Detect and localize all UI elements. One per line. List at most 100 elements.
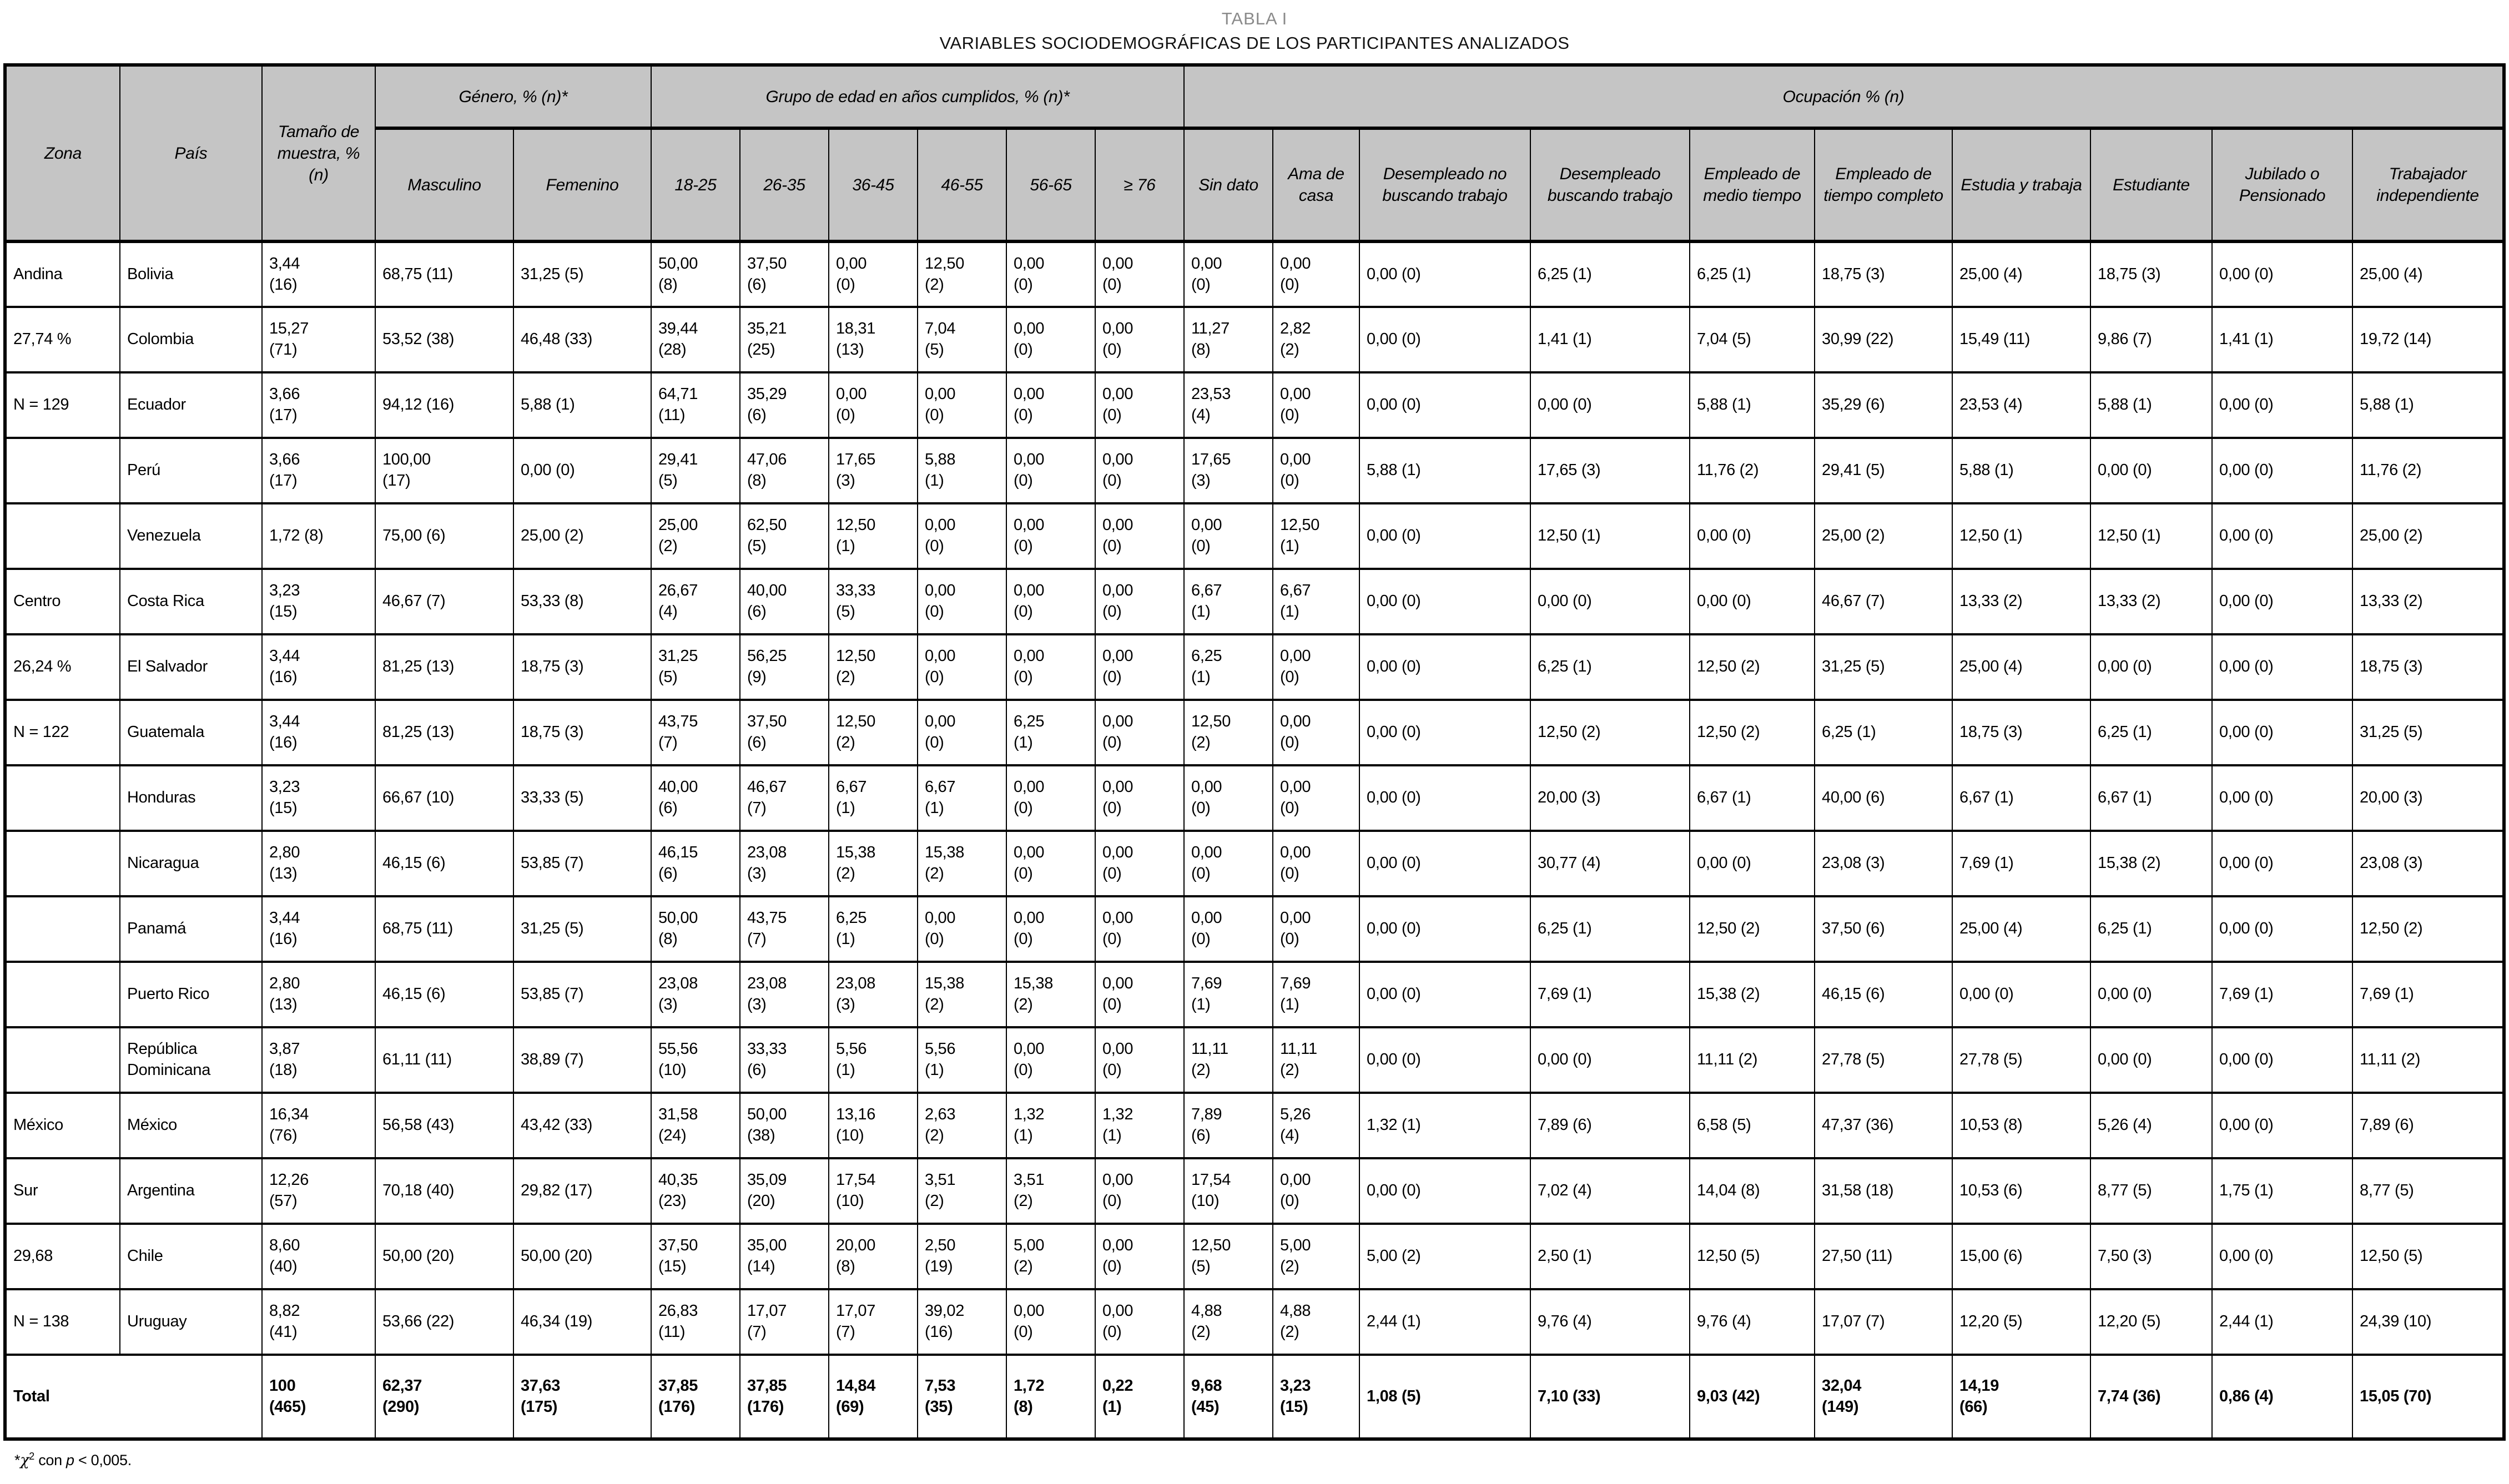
table-subtitle: VARIABLES SOCIODEMOGRÁFICAS DE LOS PARTI…	[939, 33, 1570, 53]
country-row: Honduras 3,23 (15) 66,67 (10) 33,33 (5) 40,0…	[4, 765, 2505, 831]
country-row: Andina Bolivia 3,44 (16) 68,75 (11) 31,25 (5…	[4, 241, 2505, 307]
value-cell: 3,44 (16)	[261, 699, 376, 766]
value-cell: 11,27 (8)	[1183, 306, 1273, 373]
value-cell: 47,37 (36)	[1814, 1092, 1953, 1159]
value-cell: 0,00 (0)	[1005, 437, 1096, 504]
value-cell: 7,69 (1)	[1183, 961, 1273, 1028]
value-cell: 25,00 (2)	[2351, 503, 2505, 569]
value-cell: 23,53 (4)	[1183, 372, 1273, 438]
value-cell: 0,00 (0)	[916, 634, 1007, 700]
value-cell: 46,67 (7)	[374, 568, 514, 635]
value-cell: 43,75 (7)	[650, 699, 740, 766]
value-cell: 55,56 (10)	[650, 1027, 740, 1093]
value-cell: 12,50 (2)	[828, 699, 918, 766]
value-cell: 25,00 (2)	[1814, 503, 1953, 569]
pais-cell: Panamá	[119, 896, 263, 962]
value-cell: 9,68 (45)	[1183, 1354, 1273, 1440]
value-cell: 7,69 (1)	[1530, 961, 1690, 1028]
value-cell: 18,75 (3)	[512, 699, 652, 766]
value-cell: 11,11 (2)	[1689, 1027, 1815, 1093]
value-cell: 0,00 (0)	[512, 437, 652, 504]
value-cell: 46,34 (19)	[512, 1289, 652, 1355]
value-cell: 30,99 (22)	[1814, 306, 1953, 373]
value-cell: 0,00 (0)	[1272, 634, 1360, 700]
value-cell: 12,50 (5)	[1183, 1223, 1273, 1290]
zona-cell	[4, 437, 120, 504]
value-cell: 35,29 (6)	[1814, 372, 1953, 438]
value-cell: 0,00 (0)	[1094, 1289, 1185, 1355]
value-cell: 40,35 (23)	[650, 1158, 740, 1224]
value-cell: 33,33 (5)	[512, 765, 652, 831]
value-cell: 5,26 (4)	[1272, 1092, 1360, 1159]
value-cell: 3,23 (15)	[261, 568, 376, 635]
value-cell: 31,25 (5)	[512, 241, 652, 307]
value-cell: 7,02 (4)	[1530, 1158, 1690, 1224]
value-cell: 43,75 (7)	[739, 896, 829, 962]
header-trabajador-independiente: Trabajador independiente	[2351, 128, 2505, 242]
value-cell: 6,25 (1)	[1005, 699, 1096, 766]
value-cell: 0,00 (0)	[2090, 437, 2213, 504]
value-cell: 4,88 (2)	[1272, 1289, 1360, 1355]
value-cell: 6,25 (1)	[1183, 634, 1273, 700]
value-cell: 0,00 (0)	[1272, 241, 1360, 307]
value-cell: 18,75 (3)	[1952, 699, 2091, 766]
value-cell: 0,00 (0)	[1530, 1027, 1690, 1093]
value-cell: 31,25 (5)	[512, 896, 652, 962]
value-cell: 40,00 (6)	[650, 765, 740, 831]
table-number-title: TABLA I	[1221, 9, 1288, 28]
value-cell: 23,08 (3)	[650, 961, 740, 1028]
value-cell: 25,00 (4)	[1952, 241, 2091, 307]
value-cell: 38,89 (7)	[512, 1027, 652, 1093]
table-body: Andina Bolivia 3,44 (16) 68,75 (11) 31,25 (5…	[4, 241, 2505, 1440]
zona-cell: Centro	[4, 568, 120, 635]
value-cell: 0,00 (0)	[2211, 437, 2353, 504]
value-cell: 25,00 (4)	[1952, 634, 2091, 700]
value-cell: 18,75 (3)	[2090, 241, 2213, 307]
value-cell: 0,00 (0)	[1183, 765, 1273, 831]
value-cell: 0,00 (0)	[1359, 830, 1531, 897]
value-cell: 10,53 (6)	[1952, 1158, 2091, 1224]
value-cell: 31,58 (18)	[1814, 1158, 1953, 1224]
value-cell: 15,49 (11)	[1952, 306, 2091, 373]
value-cell: 18,75 (3)	[2351, 634, 2505, 700]
table-header: Zona País Tamaño de muestra, % (n) Géner…	[4, 64, 2505, 242]
value-cell: 0,00 (0)	[1094, 306, 1185, 373]
value-cell: 0,00 (0)	[1094, 765, 1185, 831]
value-cell: 6,67 (1)	[2090, 765, 2213, 831]
value-cell: 46,15 (6)	[650, 830, 740, 897]
value-cell: 0,00 (0)	[1272, 830, 1360, 897]
footnote-p: p	[66, 1452, 74, 1468]
value-cell: 2,63 (2)	[916, 1092, 1007, 1159]
country-row: Centro Costa Rica 3,23 (15) 46,67 (7) 53,33 …	[4, 568, 2505, 635]
value-cell: 27,78 (5)	[1814, 1027, 1953, 1093]
value-cell: 6,67 (1)	[1183, 568, 1273, 635]
value-cell: 27,78 (5)	[1952, 1027, 2091, 1093]
zona-cell: 27,74 %	[4, 306, 120, 373]
value-cell: 0,00 (0)	[916, 699, 1007, 766]
value-cell: 5,00 (2)	[1359, 1223, 1531, 1290]
value-cell: 3,66 (17)	[261, 372, 376, 438]
pais-cell: Puerto Rico	[119, 961, 263, 1028]
value-cell: 6,67 (1)	[1272, 568, 1360, 635]
value-cell: 3,66 (17)	[261, 437, 376, 504]
value-cell: 1,32 (1)	[1359, 1092, 1531, 1159]
value-cell: 25,00 (2)	[650, 503, 740, 569]
value-cell: 13,33 (2)	[2090, 568, 2213, 635]
value-cell: 0,00 (0)	[2211, 634, 2353, 700]
value-cell: 0,00 (0)	[2090, 1027, 2213, 1093]
value-cell: 0,00 (0)	[1094, 830, 1185, 897]
value-cell: 0,00 (0)	[1359, 765, 1531, 831]
value-cell: 0,00 (0)	[916, 372, 1007, 438]
value-cell: 0,00 (0)	[1530, 372, 1690, 438]
value-cell: 1,32 (1)	[1005, 1092, 1096, 1159]
value-cell: 15,38 (2)	[828, 830, 918, 897]
value-cell: 94,12 (16)	[374, 372, 514, 438]
chi-symbol: χ	[20, 1452, 29, 1469]
value-cell: 15,38 (2)	[916, 961, 1007, 1028]
zona-cell: México	[4, 1092, 120, 1159]
value-cell: 0,00 (0)	[1272, 765, 1360, 831]
value-cell: 12,50 (1)	[2090, 503, 2213, 569]
header-desempleado-buscando: Desempleado buscando trabajo	[1530, 128, 1690, 242]
value-cell: 2,50 (19)	[916, 1223, 1007, 1290]
value-cell: 0,00 (0)	[1272, 437, 1360, 504]
